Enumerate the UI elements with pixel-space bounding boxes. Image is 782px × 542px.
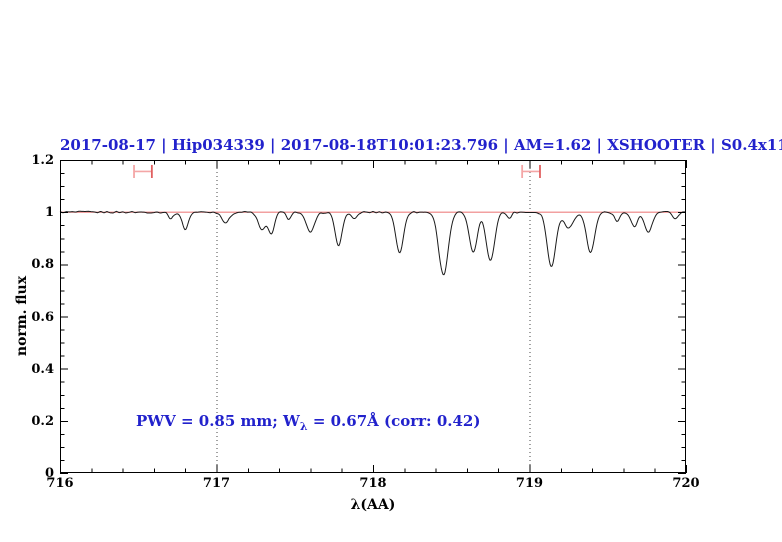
pwv-annotation-subscript: λ [299, 420, 308, 433]
spectrum-line [59, 210, 686, 276]
y-tick-label: 0.2 [31, 413, 54, 429]
y-tick-label: 1.2 [31, 153, 54, 168]
x-tick-label: 719 [515, 476, 544, 491]
x-tick-label: 718 [359, 476, 387, 491]
x-tick-label: 717 [202, 476, 231, 491]
y-tick-label: 1 [44, 205, 54, 221]
y-tick-label: 0.4 [31, 361, 54, 377]
x-tick-label: 720 [672, 476, 700, 491]
y-tick-label: 0.6 [31, 309, 54, 325]
x-tick-label: 716 [46, 476, 74, 491]
plot-title: 2017-08-17 | Hip034339 | 2017-08-18T10:0… [60, 136, 782, 154]
pwv-annotation-text-post: = 0.67Å (corr: 0.42) [307, 412, 481, 430]
pwv-annotation: PWV = 0.85 mm; Wλ = 0.67Å (corr: 0.42) [136, 412, 480, 433]
y-tick-label: 0.8 [31, 257, 54, 273]
x-axis-title: λ(AA) [350, 497, 396, 513]
pwv-annotation-text-pre: PWV = 0.85 mm; W [136, 412, 300, 430]
y-tick-label: 0 [44, 466, 54, 481]
